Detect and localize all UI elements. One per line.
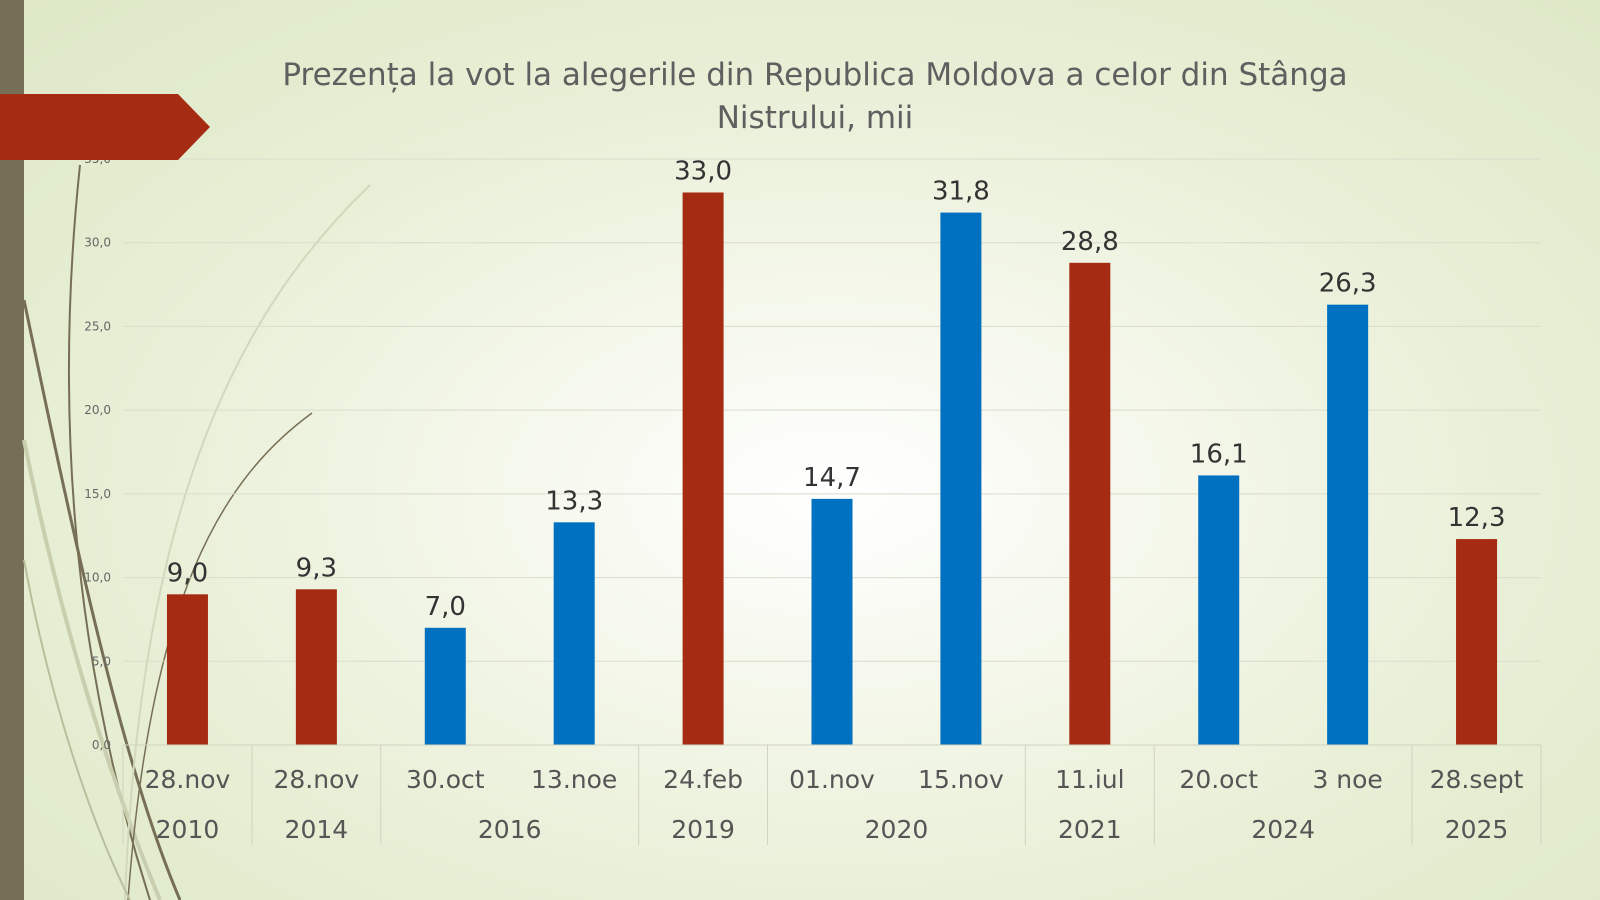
bar <box>424 627 466 745</box>
category-label: 28.sept <box>1430 765 1524 794</box>
y-tick-label: 15,0 <box>84 487 111 501</box>
category-label: 01.nov <box>789 765 875 794</box>
y-tick-label: 20,0 <box>84 403 111 417</box>
category-label: 15.nov <box>918 765 1004 794</box>
y-tick-label: 30,0 <box>84 236 111 250</box>
year-group-label: 2016 <box>478 815 542 844</box>
bar <box>1198 475 1240 745</box>
x-axis: 28.nov 28.nov 30.oct 13.noe 24.feb 01.nov 15.n… <box>122 744 1542 845</box>
year-group-label: 2024 <box>1251 815 1315 844</box>
bar <box>940 212 982 745</box>
data-label: 13,3 <box>545 486 603 516</box>
data-label: 28,8 <box>1061 227 1119 257</box>
y-tick-label: 5,0 <box>92 654 111 668</box>
year-group-label: 2010 <box>156 815 220 844</box>
decorative-swooshes <box>22 164 371 900</box>
category-label: 28.nov <box>274 765 360 794</box>
year-group-label: 2014 <box>285 815 349 844</box>
data-label: 14,7 <box>803 463 861 493</box>
data-label: 9,0 <box>167 558 208 588</box>
data-label: 31,8 <box>932 177 990 207</box>
y-tick-label: 0,0 <box>92 738 111 752</box>
bar <box>1327 304 1369 745</box>
year-group-label: 2019 <box>671 815 735 844</box>
category-label: 3 noe <box>1312 765 1382 794</box>
y-axis: 0,05,010,015,020,025,030,035,0 <box>84 152 111 752</box>
category-label: 28.nov <box>145 765 231 794</box>
data-label: 33,0 <box>674 156 732 186</box>
category-label: 11.iul <box>1055 765 1125 794</box>
year-group-label: 2025 <box>1445 815 1509 844</box>
year-group-label: 2020 <box>865 815 929 844</box>
data-label: 16,1 <box>1190 439 1248 469</box>
data-label: 7,0 <box>425 592 466 622</box>
y-tick-label: 10,0 <box>84 571 111 585</box>
data-label: 26,3 <box>1319 269 1377 299</box>
category-label: 20.oct <box>1179 765 1258 794</box>
data-labels: 9,0 9,3 7,0 13,3 33,0 14,7 31,8 28,8 16,1 26,3 12,… <box>167 156 1506 621</box>
bar <box>1456 539 1498 745</box>
bar <box>166 594 208 745</box>
bar <box>295 589 337 745</box>
bar <box>1069 262 1111 745</box>
y-tick-label: 25,0 <box>84 319 111 333</box>
category-label: 13.noe <box>531 765 617 794</box>
year-group-label: 2021 <box>1058 815 1122 844</box>
bar <box>811 498 853 745</box>
title-ribbon-arrow <box>0 94 210 160</box>
bars <box>166 192 1498 745</box>
chart-title: Prezența la vot la alegerile din Republi… <box>282 57 1348 136</box>
category-label: 24.feb <box>663 765 743 794</box>
bar <box>553 522 595 745</box>
bar <box>682 192 724 745</box>
data-label: 9,3 <box>296 553 337 583</box>
category-label: 30.oct <box>406 765 485 794</box>
data-label: 12,3 <box>1448 503 1506 533</box>
